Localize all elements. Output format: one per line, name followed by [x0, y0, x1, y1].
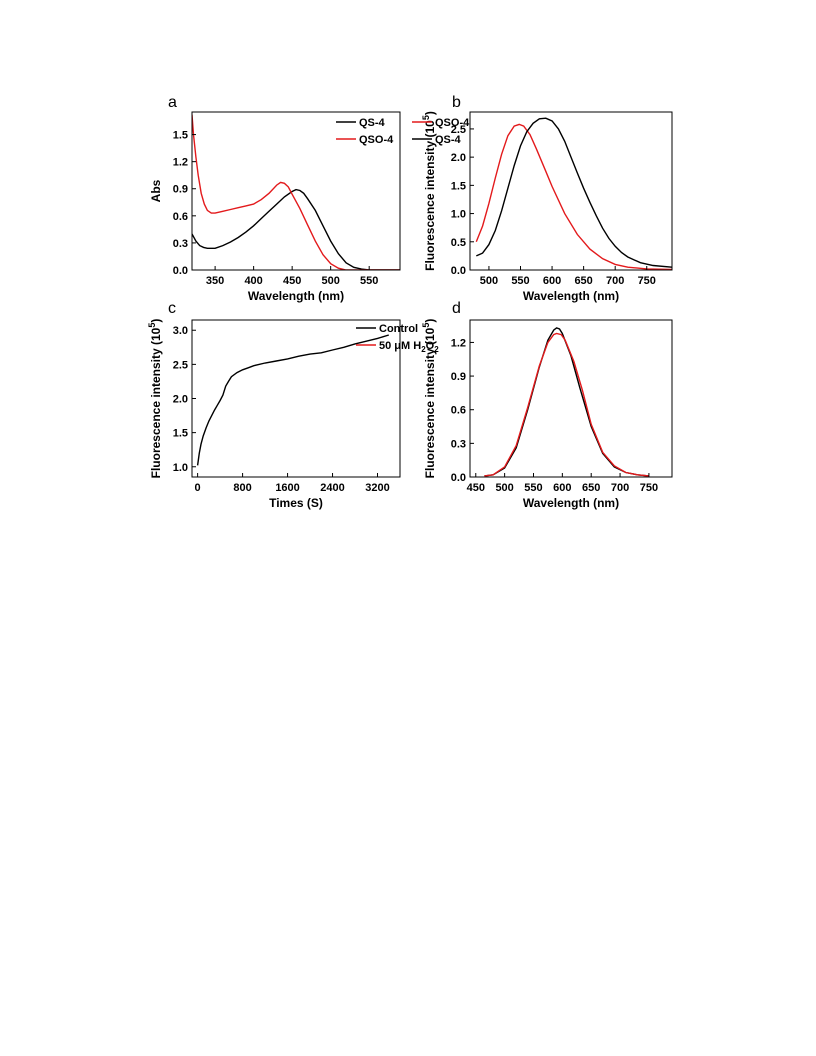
y-tick-label: 3.0 — [173, 325, 188, 337]
plot-frame — [191, 319, 401, 478]
x-tick-label: 550 — [360, 275, 378, 287]
x-tick-label: 500 — [480, 275, 498, 287]
y-tick-label: 0.9 — [451, 371, 466, 383]
x-tick-label: 750 — [638, 275, 656, 287]
legend: QSO-4 QS-4 — [412, 117, 470, 146]
y-axis-label: Fluorescence intensity (105) — [421, 111, 437, 271]
x-tick-label: 550 — [511, 275, 529, 287]
y-tick-label: 0.0 — [173, 265, 188, 277]
series-line-qs-4 — [192, 188, 400, 270]
x-tick-label: 800 — [233, 482, 251, 494]
y-axis-label-text: Fluorescence intensity (10 — [423, 327, 437, 478]
series-line-qso-4 — [192, 114, 400, 270]
y-axis-label-superscript: 5 — [421, 323, 431, 328]
y-tick-label: 1.5 — [173, 428, 188, 440]
legend: QS-4 QSO-4 — [336, 117, 394, 146]
y-tick-label: 1.0 — [173, 462, 188, 474]
legend-label: 50 μM H2O2 — [379, 340, 439, 354]
x-axis-label: Wavelength (nm) — [248, 289, 344, 303]
y-tick-label: 0.3 — [451, 438, 466, 450]
y-tick-label: 0.6 — [451, 405, 466, 417]
y-tick-label: 2.0 — [451, 152, 466, 164]
series-line-control — [484, 327, 649, 477]
panel-letter: c — [168, 300, 176, 317]
y-tick-label: 0.9 — [173, 184, 188, 196]
panel-letter: d — [452, 300, 461, 317]
series-line-data — [196, 334, 390, 466]
x-axis-label: Wavelength (nm) — [523, 289, 619, 303]
legend-label: QS-4 — [435, 134, 462, 146]
y-tick-label: 0.6 — [173, 211, 188, 223]
x-tick-label: 0 — [195, 482, 201, 494]
y-axis-label: Abs — [149, 179, 163, 202]
y-tick-label: 1.2 — [173, 157, 188, 169]
x-tick-label: 600 — [553, 482, 571, 494]
y-tick-label: 1.5 — [173, 130, 188, 142]
panel-c: c 0 800 1600 2400 3200 1.0 1.5 2.0 2.5 3.0 Times (S… — [147, 300, 401, 510]
legend: Control 50 μM H2O2 — [356, 323, 439, 354]
y-tick-label: 0.3 — [173, 238, 188, 250]
y-tick-label: 1.5 — [451, 180, 466, 192]
y-axis-label-superscript: 5 — [421, 115, 431, 120]
x-tick-label: 550 — [524, 482, 542, 494]
legend-label: Control — [379, 323, 418, 335]
x-axis-label: Wavelength (nm) — [523, 496, 619, 510]
y-tick-label: 1.0 — [451, 209, 466, 221]
y-tick-label: 0.0 — [451, 472, 466, 484]
legend-label: QSO-4 — [359, 134, 394, 146]
x-tick-label: 650 — [582, 482, 600, 494]
x-tick-label: 600 — [543, 275, 561, 287]
x-tick-label: 650 — [574, 275, 592, 287]
panel-letter: b — [452, 94, 461, 111]
series-line-qs-4 — [476, 117, 672, 268]
y-axis-label-end: ) — [149, 319, 163, 323]
series-line-qso-4 — [475, 123, 672, 270]
x-tick-label: 3200 — [365, 482, 389, 494]
plot-frame — [469, 319, 673, 478]
panel-d: d 450 500 550 600 650 700 750 0.0 0.3 0.6 0.9 1.2 Wav… — [356, 300, 673, 510]
y-axis-label-end: ) — [423, 111, 437, 115]
y-axis-label: Fluorescence intensity (105) — [147, 319, 163, 479]
y-axis-label-text: Abs — [149, 179, 163, 202]
legend-label: QS-4 — [359, 117, 386, 129]
y-tick-label: 0.5 — [451, 237, 466, 249]
panel-a: a 350 400 450 500 550 0.0 0.3 0.6 0.9 1.2 1.5 Wavele… — [149, 94, 401, 303]
x-tick-label: 500 — [321, 275, 339, 287]
panel-b: b 500 550 600 650 700 750 0.0 0.5 1.0 1.5 2.0 2.5 Wav… — [412, 94, 673, 303]
y-tick-label: 0.0 — [451, 265, 466, 277]
y-tick-label: 2.5 — [451, 124, 466, 136]
y-axis-label-text: Fluorescence intensity (10 — [149, 327, 163, 478]
y-tick-label: 1.2 — [451, 337, 466, 349]
y-tick-label: 2.5 — [173, 359, 188, 371]
legend-label: QSO-4 — [435, 117, 470, 129]
panel-letter: a — [168, 94, 177, 111]
series-line-50-m-h2o2 — [484, 332, 649, 477]
y-tick-label: 2.0 — [173, 394, 188, 406]
x-tick-label: 400 — [244, 275, 262, 287]
x-tick-label: 450 — [467, 482, 485, 494]
x-tick-label: 350 — [206, 275, 224, 287]
x-tick-label: 700 — [611, 482, 629, 494]
y-axis-label-text: Fluorescence intensity (10 — [423, 120, 437, 271]
x-tick-label: 450 — [283, 275, 301, 287]
x-axis-label: Times (S) — [269, 496, 323, 510]
x-tick-label: 500 — [495, 482, 513, 494]
y-axis-label: Fluorescence intensity (105) — [421, 319, 437, 479]
x-tick-label: 700 — [606, 275, 624, 287]
plot-frame — [191, 111, 401, 271]
y-axis-label-end: ) — [423, 319, 437, 323]
x-tick-label: 2400 — [320, 482, 344, 494]
x-tick-label: 750 — [640, 482, 658, 494]
plot-frame — [469, 111, 673, 271]
y-axis-label-superscript: 5 — [147, 323, 157, 328]
x-tick-label: 1600 — [275, 482, 299, 494]
